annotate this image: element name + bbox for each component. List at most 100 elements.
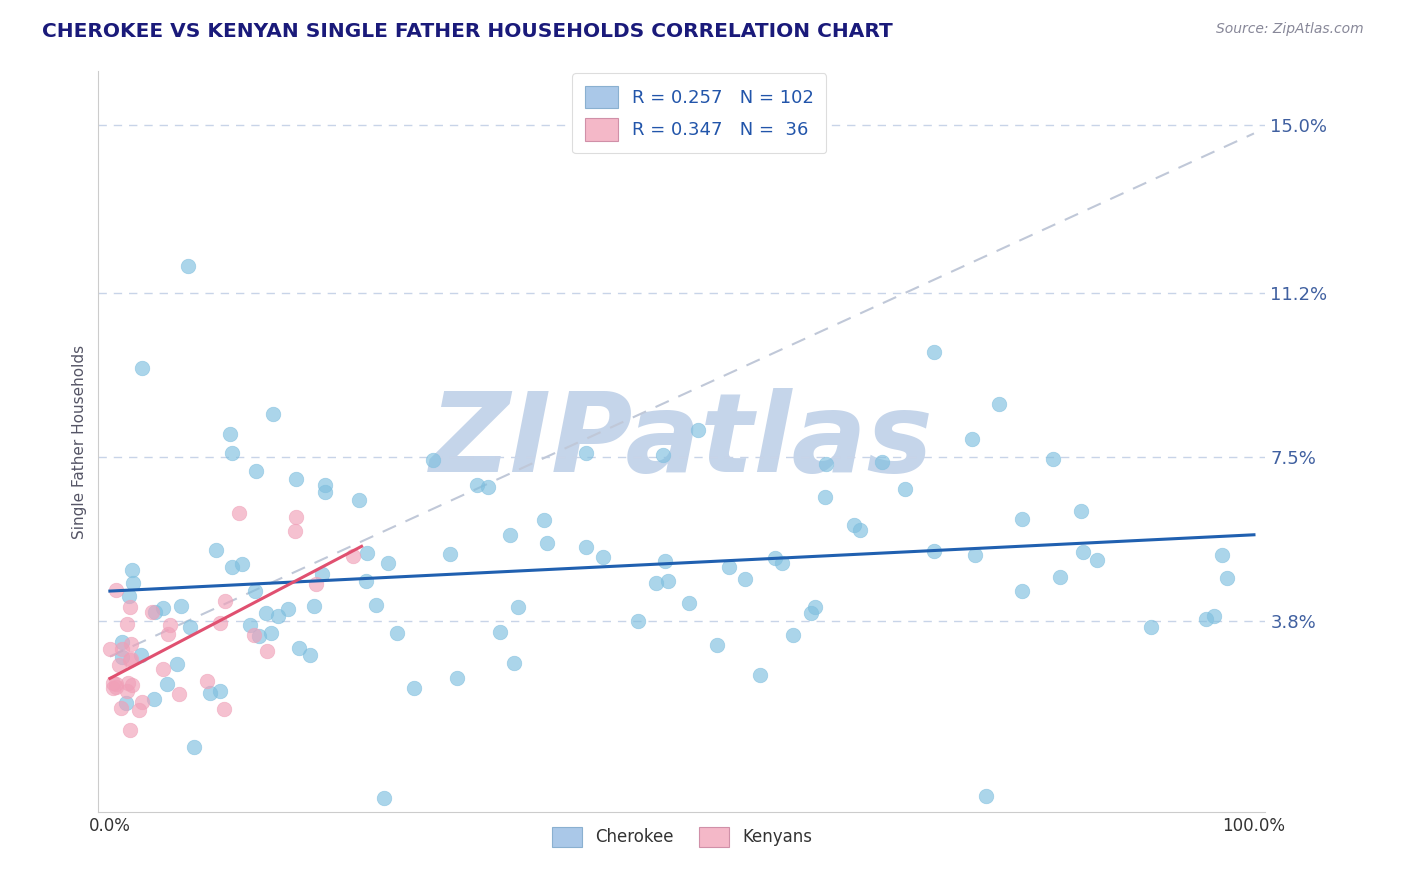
Point [260, 626, 283, 640]
Point [103, 676, 125, 690]
Point [717, 560, 740, 574]
Point [117, 676, 139, 690]
Point [218, 426, 240, 441]
Point [141, 605, 163, 619]
Point [152, 662, 174, 676]
Point [111, 650, 134, 665]
Point [314, 478, 336, 492]
Point [349, 492, 371, 507]
Point [115, 617, 138, 632]
Point [267, 608, 290, 623]
Text: Source: ZipAtlas.com: Source: ZipAtlas.com [1216, 22, 1364, 37]
Point [688, 423, 710, 437]
Point [706, 638, 728, 652]
Point [1085, 553, 1108, 567]
Y-axis label: Single Father Households: Single Father Households [72, 344, 87, 539]
Point [848, 523, 870, 537]
Point [101, 681, 124, 696]
Point [499, 528, 522, 542]
Point [131, 695, 153, 709]
Point [1071, 545, 1094, 559]
Point [366, 598, 388, 612]
Point [128, 703, 150, 717]
Point [1011, 584, 1033, 599]
Point [974, 789, 997, 803]
Point [155, 677, 177, 691]
Point [657, 574, 679, 589]
Point [815, 458, 838, 472]
Point [305, 577, 328, 591]
Point [575, 446, 598, 460]
Point [228, 507, 250, 521]
Point [221, 445, 243, 459]
Legend: Cherokee, Kenyans: Cherokee, Kenyans [544, 818, 820, 855]
Point [377, 556, 399, 570]
Point [893, 482, 915, 496]
Point [104, 677, 127, 691]
Point [243, 583, 266, 598]
Point [98, 641, 121, 656]
Point [254, 607, 277, 621]
Point [749, 668, 772, 682]
Point [121, 576, 143, 591]
Point [120, 637, 142, 651]
Point [592, 550, 614, 565]
Point [285, 472, 308, 486]
Point [245, 464, 267, 478]
Point [1195, 612, 1218, 626]
Point [277, 602, 299, 616]
Point [678, 596, 700, 610]
Point [231, 558, 253, 572]
Point [121, 652, 143, 666]
Point [118, 723, 141, 737]
Point [179, 620, 201, 634]
Point [477, 480, 499, 494]
Point [157, 627, 180, 641]
Point [285, 510, 308, 524]
Point [1049, 570, 1071, 584]
Point [489, 624, 512, 639]
Point [152, 600, 174, 615]
Point [239, 617, 262, 632]
Point [1202, 609, 1225, 624]
Point [214, 702, 236, 716]
Point [922, 344, 945, 359]
Point [129, 648, 152, 663]
Point [354, 574, 377, 588]
Point [142, 691, 165, 706]
Point [1140, 620, 1163, 634]
Point [404, 681, 426, 695]
Point [770, 557, 793, 571]
Point [804, 599, 827, 614]
Point [298, 648, 321, 663]
Point [104, 680, 127, 694]
Text: CHEROKEE VS KENYAN SINGLE FATHER HOUSEHOLDS CORRELATION CHART: CHEROKEE VS KENYAN SINGLE FATHER HOUSEHO… [42, 22, 893, 41]
Point [645, 576, 668, 591]
Point [118, 653, 141, 667]
Point [198, 686, 221, 700]
Point [209, 684, 232, 698]
Point [262, 407, 284, 421]
Point [170, 599, 193, 613]
Point [159, 618, 181, 632]
Point [387, 625, 409, 640]
Point [503, 656, 526, 670]
Point [110, 701, 132, 715]
Point [195, 674, 218, 689]
Point [256, 643, 278, 657]
Point [118, 600, 141, 615]
Point [965, 548, 987, 562]
Point [110, 635, 132, 649]
Point [342, 549, 364, 564]
Point [314, 485, 336, 500]
Point [627, 614, 650, 628]
Point [782, 628, 804, 642]
Point [288, 641, 311, 656]
Point [167, 687, 190, 701]
Point [247, 629, 270, 643]
Text: ZIPatlas: ZIPatlas [430, 388, 934, 495]
Point [143, 605, 166, 619]
Point [284, 524, 307, 538]
Point [121, 563, 143, 577]
Point [214, 594, 236, 608]
